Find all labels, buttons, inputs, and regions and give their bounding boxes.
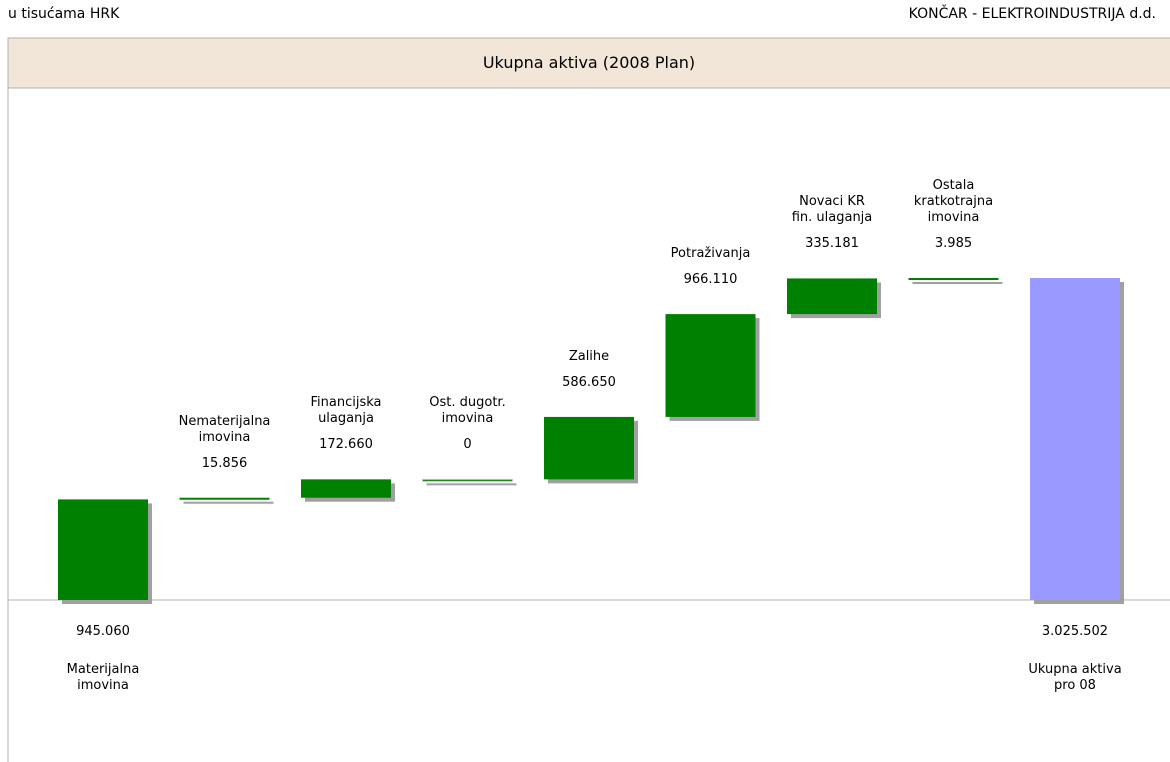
unit-note: u tisućama HRK bbox=[8, 6, 120, 22]
bar bbox=[301, 479, 391, 498]
category-label: Potraživanja bbox=[670, 246, 751, 262]
title-band bbox=[7, 37, 1170, 89]
bar bbox=[422, 478, 513, 482]
value-label: 172.660 bbox=[319, 437, 373, 453]
chart-title: Ukupna aktiva (2008 Plan) bbox=[482, 53, 696, 72]
value-label: 15.856 bbox=[201, 455, 248, 471]
company: KONČAR - ELEKTROINDUSTRIJA d.d. bbox=[908, 6, 1156, 22]
bar-shadow bbox=[912, 282, 1003, 284]
value-label: 335.181 bbox=[805, 236, 859, 252]
value-label: 945.060 bbox=[76, 624, 130, 639]
bar bbox=[787, 278, 877, 315]
bar-shadow bbox=[183, 501, 274, 504]
category-label: Financijska ulaganja bbox=[310, 395, 382, 427]
bar bbox=[908, 278, 999, 280]
bar bbox=[179, 497, 270, 500]
category-label: Nematerijalna imovina bbox=[178, 413, 271, 445]
bar bbox=[1030, 278, 1120, 600]
bar bbox=[665, 314, 756, 417]
bar bbox=[544, 416, 634, 480]
value-label: 3.025.502 bbox=[1041, 624, 1109, 639]
value-label: 966.110 bbox=[683, 272, 738, 288]
value-label: 3.985 bbox=[934, 236, 973, 251]
bar-shadow bbox=[426, 483, 517, 486]
category-label: Materijalna imovina bbox=[66, 662, 140, 693]
category-label: Ukupna aktiva pro 08 bbox=[1028, 662, 1122, 693]
category-label: Ost. dugotr. imovina bbox=[429, 395, 506, 427]
category-label: Ostala kratkotrajna imovina bbox=[913, 178, 994, 225]
value-label: 0 bbox=[463, 437, 472, 453]
value-label: 586.650 bbox=[562, 374, 616, 390]
category-label: Zalihe bbox=[568, 348, 610, 364]
category-label: Novaci KR fin. ulaganja bbox=[791, 194, 873, 226]
bar bbox=[58, 499, 148, 600]
